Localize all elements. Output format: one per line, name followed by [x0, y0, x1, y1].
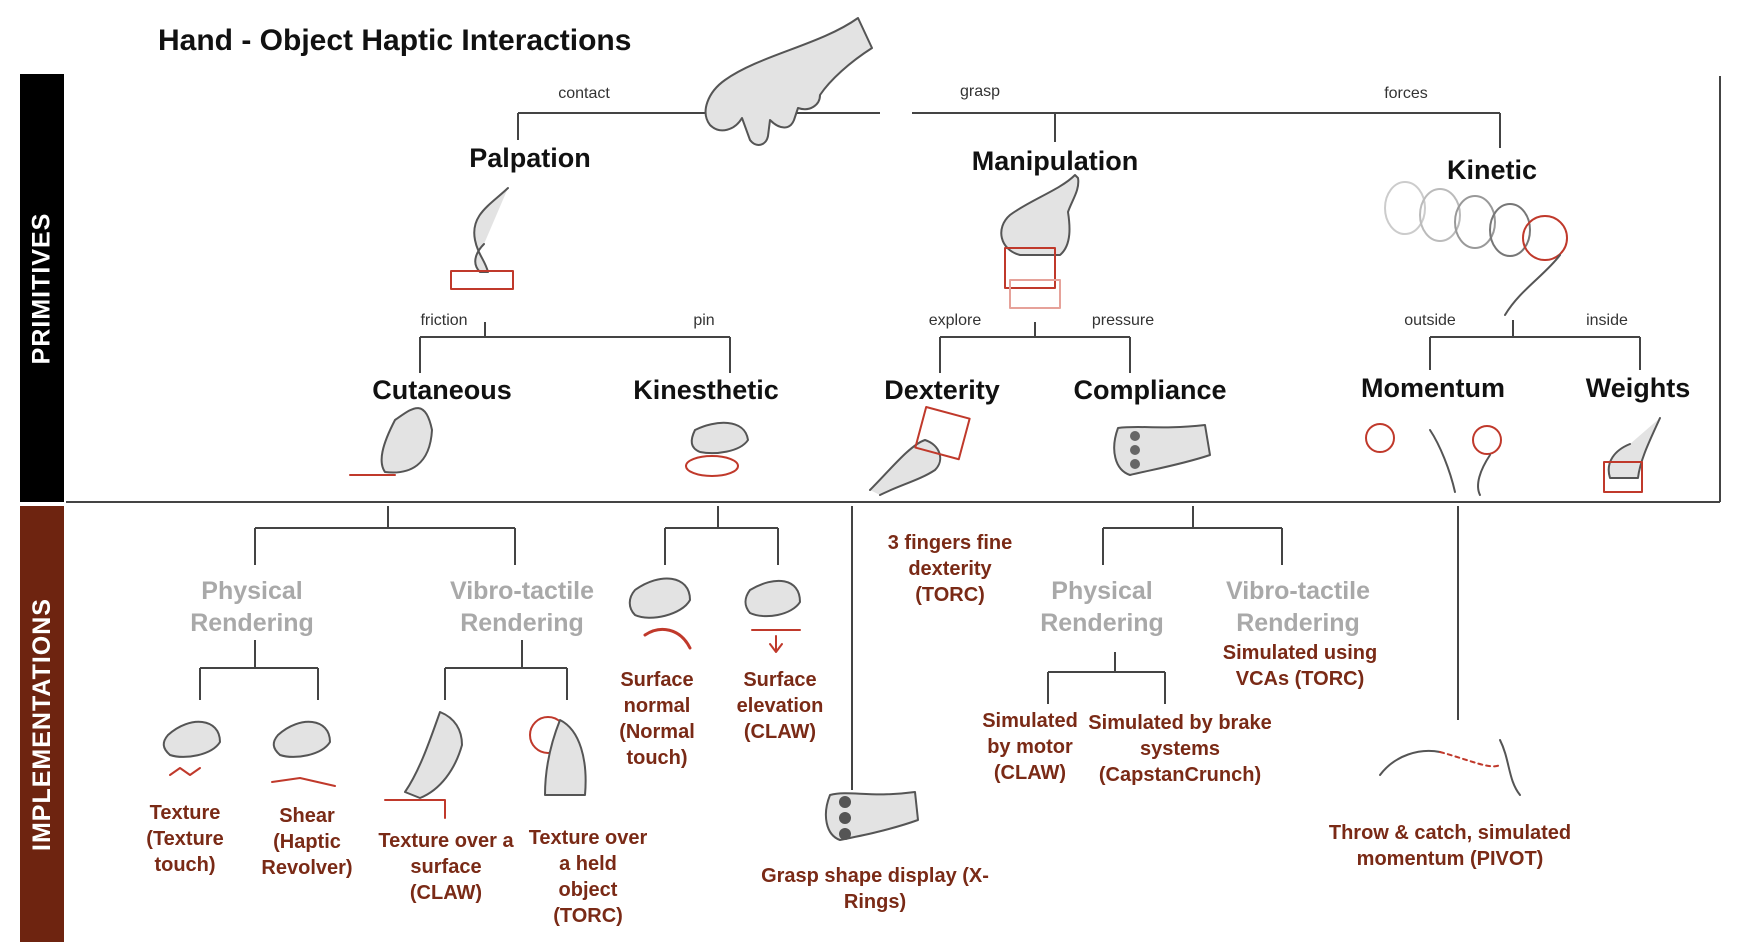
edge-contact: contact — [558, 85, 610, 102]
grasping-hand-icon — [1000, 174, 1080, 309]
impl-shear: Shear (Haptic Revolver) — [261, 805, 353, 879]
impl-three-fingers-dexterity: 3 fingers fine dexterity (TORC) — [887, 532, 1013, 606]
node-physical-rendering-2: Physical Rendering — [1040, 577, 1164, 637]
open-hand-icon — [704, 17, 873, 146]
node-kinetic: Kinetic — [1446, 155, 1538, 185]
edge-inside: inside — [1586, 312, 1628, 329]
node-momentum: Momentum — [1361, 373, 1505, 403]
ring-grasp-icon — [824, 791, 919, 841]
texture-held-object-icon — [529, 716, 587, 796]
illustrations — [162, 17, 1661, 841]
edge-pin: pin — [693, 312, 715, 329]
node-compliance: Compliance — [1073, 375, 1227, 405]
impl-texture-over-held-object: Texture over a held object (TORC) — [528, 827, 648, 927]
edge-pressure: pressure — [1091, 312, 1155, 329]
held-weight-icon — [1603, 417, 1661, 493]
pointing-finger-icon — [450, 187, 514, 290]
edge-outside: outside — [1404, 312, 1456, 329]
node-manipulation: Manipulation — [971, 146, 1139, 176]
fingertip-pin-icon — [685, 421, 749, 477]
tree-connectors — [66, 76, 1721, 790]
impl-simulated-by-brake: Simulated by brake systems (CapstanCrunc… — [1088, 712, 1272, 786]
implementations-section-bar: IMPLEMENTATIONS — [20, 506, 64, 942]
dexterous-hand-icon — [869, 406, 971, 496]
implementations-section-label: IMPLEMENTATIONS — [27, 597, 56, 851]
texture-surface-icon — [384, 711, 463, 819]
node-dexterity: Dexterity — [884, 375, 1000, 405]
impl-throw-and-catch: Throw & catch, simulated momentum (PIVOT… — [1328, 822, 1572, 870]
edge-explore: explore — [928, 312, 982, 329]
edge-forces: forces — [1384, 85, 1428, 102]
diagram-title: Hand - Object Haptic Interactions — [158, 24, 632, 57]
node-kinesthetic: Kinesthetic — [633, 375, 779, 405]
node-palpation: Palpation — [469, 143, 591, 173]
impl-texture-touch: Texture (Texture touch) — [146, 802, 224, 876]
node-physical-rendering-1: Physical Rendering — [190, 577, 314, 637]
catch-momentum-icon — [1365, 423, 1502, 496]
node-vibrotactile-rendering-2: Vibro-tactile Rendering — [1225, 577, 1371, 637]
impl-grasp-shape-display: Grasp shape display (X-Rings) — [761, 865, 989, 913]
surface-normal-icon — [628, 577, 692, 650]
throwing-motion-icon — [1384, 181, 1568, 316]
impl-surface-normal: Surface normal (Normal touch) — [619, 669, 695, 769]
impl-surface-elevation: Surface elevation (CLAW) — [736, 669, 824, 743]
primitives-section-bar: PRIMITIVES — [20, 74, 64, 502]
surface-elevation-icon — [744, 579, 801, 653]
primitives-section-label: PRIMITIVES — [27, 212, 56, 364]
fingertip-friction-icon — [349, 407, 433, 476]
edge-grasp: grasp — [959, 83, 1001, 100]
node-vibrotactile-rendering-1: Vibro-tactile Rendering — [449, 577, 595, 637]
texture-touch-icon — [162, 720, 221, 776]
impl-simulated-by-motor: Simulated by motor (CLAW) — [982, 710, 1078, 784]
impl-simulated-using-vcas: Simulated using VCAs (TORC) — [1222, 642, 1378, 690]
node-cutaneous: Cutaneous — [372, 375, 512, 405]
throw-catch-icon — [1379, 739, 1521, 796]
gloved-hand-icon — [1113, 424, 1211, 476]
node-weights: Weights — [1585, 373, 1691, 403]
impl-texture-over-surface: Texture over a surface (CLAW) — [378, 830, 514, 904]
edge-friction: friction — [420, 312, 468, 329]
shear-icon — [271, 720, 336, 787]
